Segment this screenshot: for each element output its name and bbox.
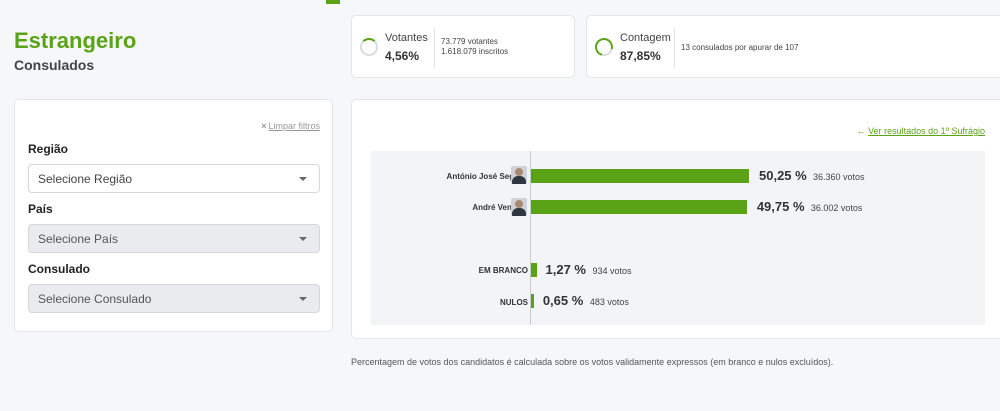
- consulado-select[interactable]: Selecione Consulado: [28, 284, 320, 313]
- clear-filters-label: Limpar filtros: [268, 121, 320, 131]
- consulado-placeholder: Selecione Consulado: [38, 292, 152, 306]
- candidate-vote-bar: [531, 169, 749, 183]
- votantes-count: 73.779 votantes: [441, 37, 498, 46]
- first-round-results-link[interactable]: ← Ver resultados do 1º Sufrágio: [857, 126, 985, 136]
- null-vote-bar: [531, 294, 534, 308]
- blank-percentage: 1,27 %: [545, 262, 586, 277]
- filter-panel: × Limpar filtros Região Selecione Região …: [14, 99, 333, 332]
- candidate-votes: 36.360 votos: [813, 172, 865, 182]
- consulados-por-apurar: 13 consulados por apurar de 107: [681, 43, 799, 52]
- candidate-percentage: 50,25 %: [759, 168, 807, 183]
- blank-vote-bar: [531, 263, 537, 277]
- contagem-card: Contagem 87,85% 13 consulados por apurar…: [586, 15, 1000, 78]
- pais-placeholder: Selecione País: [38, 232, 119, 246]
- chevron-down-icon: [299, 297, 307, 301]
- regiao-label: Região: [28, 142, 69, 156]
- null-votes: 483 votos: [589, 297, 629, 307]
- active-tab-indicator: [326, 0, 340, 4]
- votantes-progress-ring-icon: [360, 38, 378, 56]
- chart-axis: [530, 151, 531, 325]
- clear-filters-link[interactable]: × Limpar filtros: [261, 121, 320, 131]
- footnote: Percentagem de votos dos candidatos é ca…: [351, 357, 834, 367]
- votantes-percentage: 4,56%: [385, 49, 420, 63]
- inscritos-count: 1.618.079 inscritos: [441, 47, 509, 56]
- candidate-name: André Ventura: [472, 203, 527, 212]
- results-chart: António José Seguro 50,25 % 36.360 votos…: [371, 151, 985, 325]
- candidate-photo-icon: [511, 198, 527, 216]
- results-panel: ← Ver resultados do 1º Sufrágio António …: [351, 99, 1000, 339]
- consulado-label: Consulado: [28, 262, 90, 276]
- blank-votes: 934 votos: [592, 266, 632, 276]
- candidate-photo-icon: [511, 166, 527, 184]
- contagem-label: Contagem: [620, 32, 671, 44]
- candidate-name: António José Seguro: [446, 172, 527, 181]
- pais-label: País: [28, 202, 53, 216]
- null-votes-label: NULOS: [500, 298, 528, 307]
- blank-votes-label: EM BRANCO: [478, 266, 528, 275]
- arrow-left-icon: ←: [856, 126, 866, 136]
- page-subtitle: Consulados: [14, 57, 95, 73]
- candidate-vote-bar: [531, 200, 747, 214]
- stat-divider: [674, 28, 675, 68]
- regiao-select[interactable]: Selecione Região: [28, 164, 320, 193]
- regiao-placeholder: Selecione Região: [38, 172, 133, 186]
- pais-select[interactable]: Selecione País: [28, 224, 320, 253]
- candidate-votes: 36.002 votos: [810, 203, 863, 213]
- votantes-label: Votantes: [385, 32, 428, 44]
- contagem-percentage: 87,85%: [620, 49, 661, 63]
- stat-divider: [434, 28, 435, 68]
- chevron-down-icon: [299, 237, 307, 241]
- chevron-down-icon: [299, 177, 307, 181]
- null-percentage: 0,65 %: [542, 293, 584, 308]
- close-icon: ×: [261, 121, 267, 131]
- first-round-results-label: Ver resultados do 1º Sufrágio: [868, 126, 985, 136]
- contagem-progress-ring-icon: [591, 34, 617, 60]
- page-title: Estrangeiro: [14, 28, 137, 53]
- votantes-card: Votantes 4,56% 73.779 votantes 1.618.079…: [351, 15, 575, 78]
- candidate-percentage: 49,75 %: [756, 199, 805, 214]
